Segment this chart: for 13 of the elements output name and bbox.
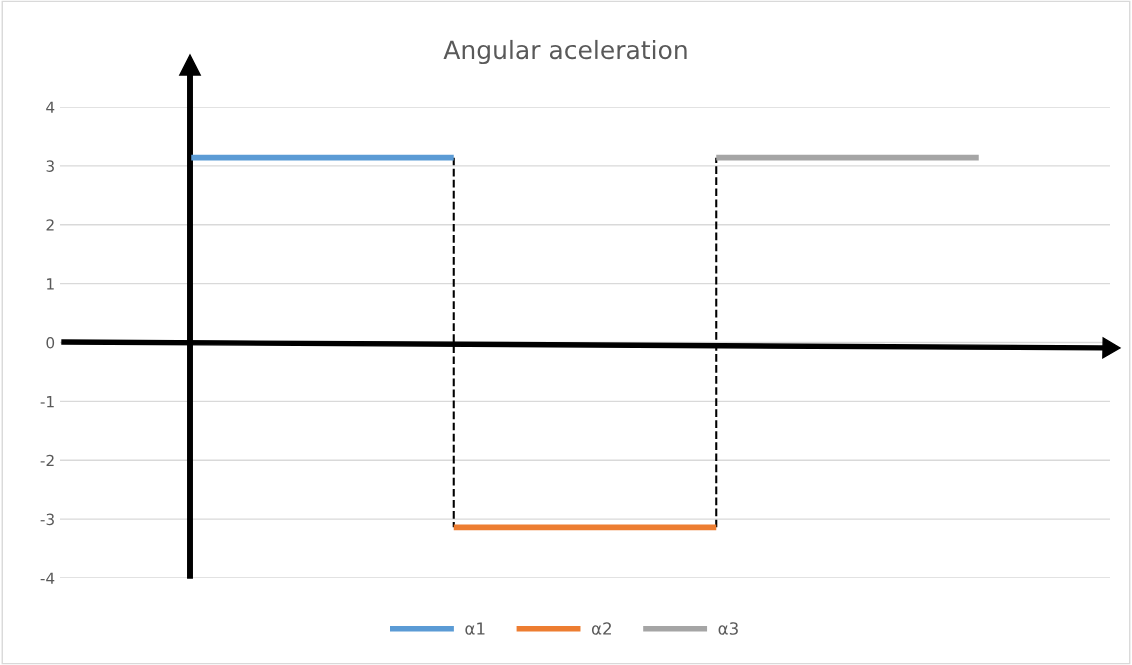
y-tick-label: 3 [46, 160, 54, 172]
legend-label: α2 [591, 622, 611, 635]
y-tick-label: -1 [40, 396, 54, 408]
y-tick-label: 2 [46, 219, 54, 231]
legend-label: α1 [465, 622, 485, 635]
y-tick-label: 4 [46, 101, 55, 113]
y-tick-label: 1 [47, 278, 54, 290]
y-tick-label: -3 [40, 513, 54, 526]
y-tick-label: -4 [40, 572, 55, 584]
chart-title: Angular aceleration [443, 39, 687, 65]
legend-label: α3 [718, 622, 738, 635]
y-tick-label: -2 [40, 454, 54, 467]
y-tick-label: 0 [46, 336, 55, 349]
